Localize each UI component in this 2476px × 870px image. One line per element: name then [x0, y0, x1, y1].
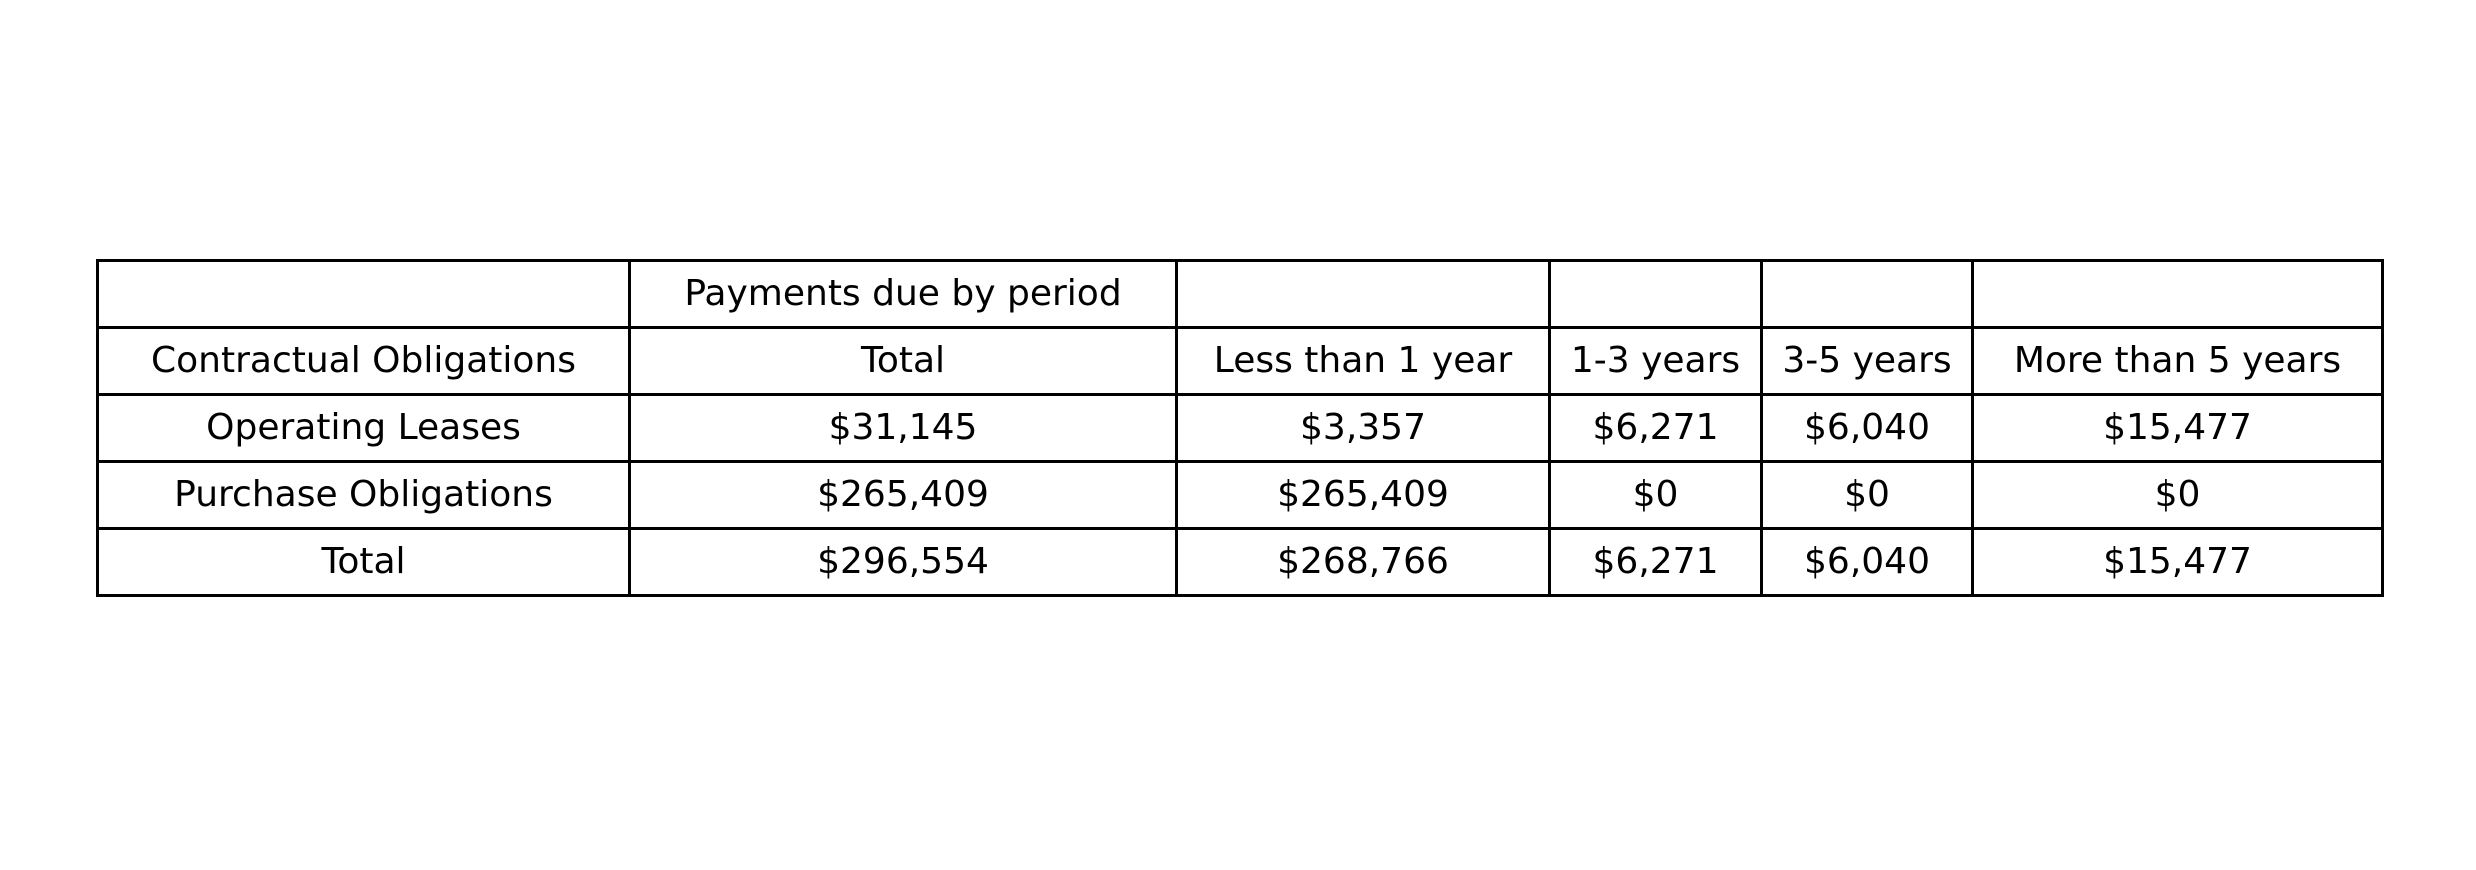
table-cell: [1548, 259, 1763, 329]
table-cell: Less than 1 year: [1175, 326, 1551, 396]
table-cell: $265,409: [628, 460, 1178, 530]
table-cell: $31,145: [628, 393, 1178, 463]
table-cell: 3-5 years: [1760, 326, 1974, 396]
table-cell: $0: [1548, 460, 1763, 530]
table-row: Total $296,554 $268,766 $6,271 $6,040 $15,477: [96, 527, 2384, 597]
table-cell: $0: [1971, 460, 2384, 530]
table-cell: More than 5 years: [1971, 326, 2384, 396]
table-cell: Total: [628, 326, 1178, 396]
table-cell: $268,766: [1175, 527, 1551, 597]
table-cell: $0: [1760, 460, 1974, 530]
table-header-row: Payments due by period: [96, 259, 2384, 329]
table-cell: Purchase Obligations: [96, 460, 631, 530]
table-cell: $265,409: [1175, 460, 1551, 530]
table-cell: 1-3 years: [1548, 326, 1763, 396]
table-row: Purchase Obligations $265,409 $265,409 $0 $0…: [96, 460, 2384, 530]
table-cell: Operating Leases: [96, 393, 631, 463]
table-cell: [96, 259, 631, 329]
table-cell: Total: [96, 527, 631, 597]
table-cell: [1175, 259, 1551, 329]
table-cell: $296,554: [628, 527, 1178, 597]
table-cell: $6,040: [1760, 527, 1974, 597]
table-cell: [1760, 259, 1974, 329]
table-cell: $6,040: [1760, 393, 1974, 463]
table-cell: $6,271: [1548, 393, 1763, 463]
table-header-row: Contractual Obligations Total Less than 1 …: [96, 326, 2384, 396]
table-cell: Payments due by period: [628, 259, 1178, 329]
table-cell: $6,271: [1548, 527, 1763, 597]
table-cell: $3,357: [1175, 393, 1551, 463]
table-cell: Contractual Obligations: [96, 326, 631, 396]
table-cell: $15,477: [1971, 527, 2384, 597]
contractual-obligations-table: Payments due by period Contractual Obliga…: [96, 259, 2384, 597]
table-row: Operating Leases $31,145 $3,357 $6,271 $6,04…: [96, 393, 2384, 463]
table-cell: $15,477: [1971, 393, 2384, 463]
table-cell: [1971, 259, 2384, 329]
